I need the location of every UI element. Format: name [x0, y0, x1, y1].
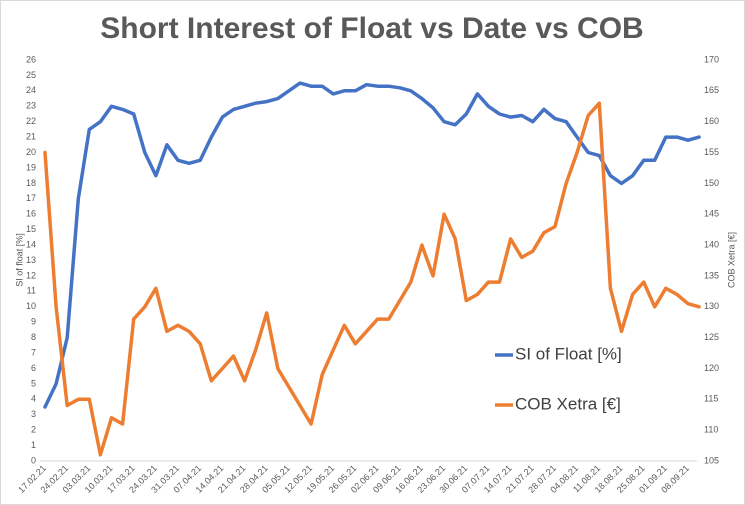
y-tick-label: 23	[26, 101, 36, 111]
y-tick-label: 17	[26, 193, 36, 203]
y-tick-label: 1	[31, 440, 36, 450]
y-tick-label: 20	[26, 147, 36, 157]
y2-tick-label: 145	[704, 209, 719, 219]
legend-label: SI of Float [%]	[515, 344, 622, 363]
y2-tick-label: 140	[704, 239, 719, 249]
y-tick-label: 15	[26, 224, 36, 234]
y-tick-label: 25	[26, 70, 36, 80]
y2-tick-label: 150	[704, 178, 719, 188]
y2-tick-label: 115	[704, 394, 718, 404]
y2-tick-label: 120	[704, 363, 719, 373]
y-tick-label: 10	[26, 301, 36, 311]
series-line	[43, 101, 701, 457]
y-tick-label: 2	[31, 425, 36, 435]
y-tick-label: 7	[31, 347, 36, 357]
y2-tick-label: 155	[704, 147, 719, 157]
legend-label: COB Xetra [€]	[515, 394, 621, 413]
y2-tick-label: 130	[704, 301, 719, 311]
y2-tick-label: 110	[704, 425, 718, 435]
y-tick-label: 6	[31, 363, 36, 373]
y-tick-label: 18	[26, 178, 36, 188]
y-tick-label: 0	[31, 455, 36, 465]
y2-tick-label: 160	[704, 116, 719, 126]
y-tick-label: 3	[31, 409, 36, 419]
y2-tick-label: 165	[704, 85, 719, 95]
y-tick-label: 24	[26, 85, 36, 95]
y2-tick-label: 170	[704, 54, 719, 64]
y-tick-label: 11	[27, 286, 36, 296]
y-tick-label: 16	[26, 209, 36, 219]
y-tick-label: 13	[26, 255, 36, 265]
y-tick-label: 8	[31, 332, 36, 342]
series-line	[43, 81, 701, 409]
y-tick-label: 9	[31, 317, 36, 327]
y-tick-label: 22	[26, 116, 36, 126]
y2-tick-label: 125	[704, 332, 719, 342]
y-tick-label: 12	[26, 270, 36, 280]
y-tick-label: 14	[26, 239, 36, 249]
y-axis-label: SI of float [%]	[14, 233, 24, 287]
y-tick-label: 4	[31, 394, 36, 404]
y2-tick-label: 105	[704, 455, 719, 465]
y2-axis-label: COB Xetra [€]	[726, 232, 736, 288]
y-tick-label: 21	[26, 131, 36, 141]
y-tick-label: 5	[31, 378, 36, 388]
y-tick-label: 26	[26, 54, 36, 64]
y2-tick-label: 135	[704, 270, 719, 280]
y-tick-label: 19	[26, 162, 36, 172]
chart-title: Short Interest of Float vs Date vs COB	[100, 12, 643, 45]
